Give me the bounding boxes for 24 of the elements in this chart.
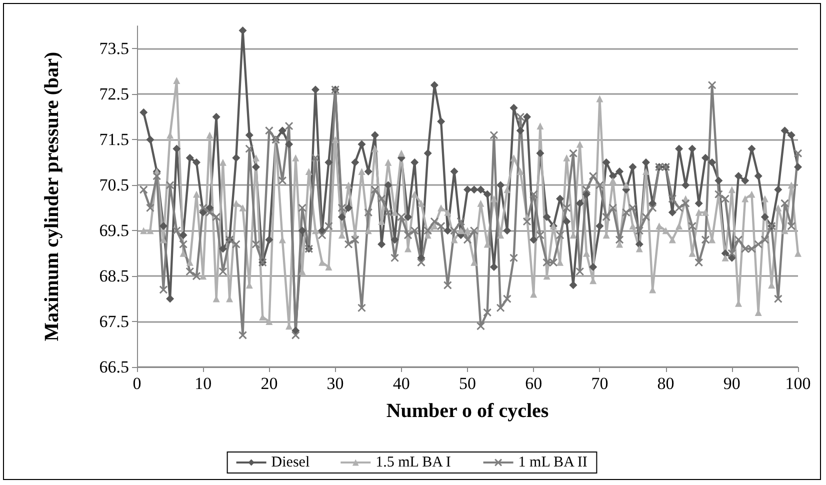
y-axis-title: Maximum cylinder pressure (bar)	[41, 52, 63, 342]
y-tick-label: 68.5	[99, 266, 129, 286]
y-tick-label: 66.5	[99, 358, 129, 376]
x-tick-label: 80	[657, 374, 674, 393]
x-tick-label: 60	[525, 374, 542, 393]
x-tick-label: 100	[785, 374, 811, 393]
y-tick-label: 71.5	[99, 130, 129, 150]
x-tick-label: 20	[260, 374, 278, 393]
x-tick-label: 0	[132, 374, 142, 393]
x-tick-label: 90	[723, 374, 740, 393]
x-axis-title: Number o of cycles	[386, 400, 549, 422]
x-tick-label: 40	[392, 374, 410, 393]
y-tick-label: 72.5	[99, 84, 129, 104]
x-tick-label: 70	[591, 374, 608, 393]
y-tick-label: 73.5	[99, 39, 129, 58]
y-tick-label: 69.5	[99, 221, 129, 240]
legend-label: Diesel	[271, 454, 310, 470]
x-tick-label: 10	[194, 374, 212, 393]
legend-label: 1.5 mL BA I	[376, 454, 451, 470]
x-tick-label: 30	[326, 374, 344, 393]
x-tick-label: 50	[459, 374, 476, 393]
legend-label: 1 mL BA II	[518, 454, 588, 470]
y-tick-label: 67.5	[99, 312, 129, 332]
y-tick-label: 70.5	[99, 176, 129, 195]
